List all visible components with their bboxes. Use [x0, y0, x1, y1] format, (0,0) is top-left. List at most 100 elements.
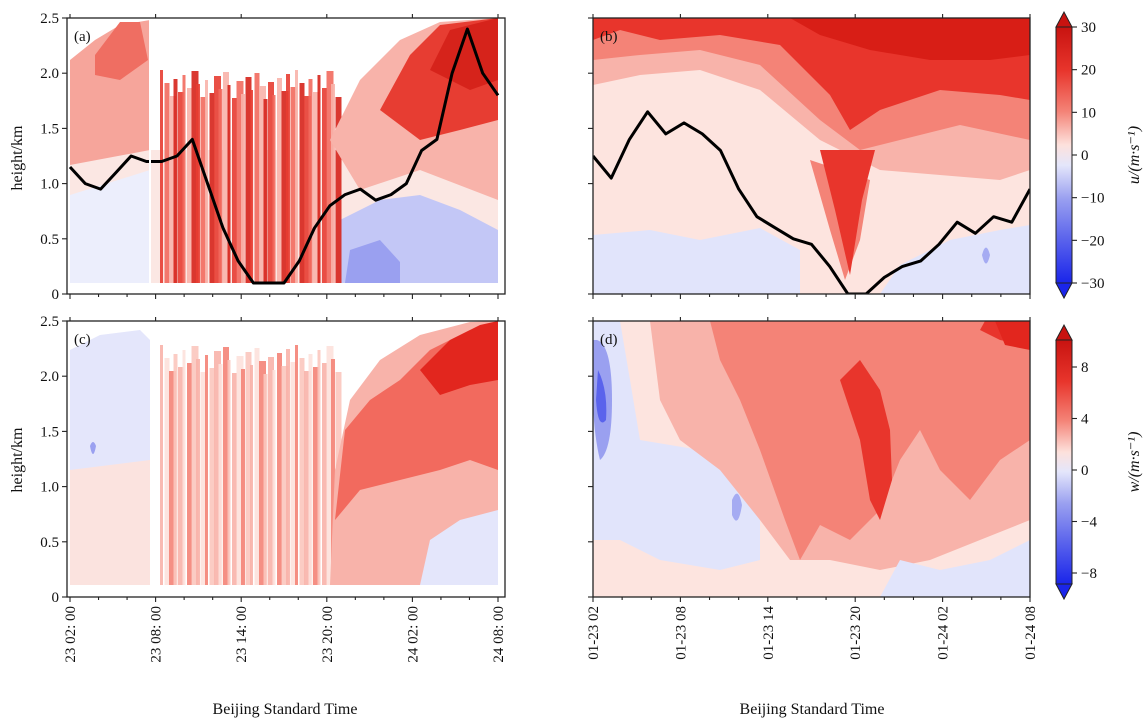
- streak: [331, 359, 335, 585]
- panel-a-frame: [66, 17, 506, 295]
- panel-d-field: [593, 321, 1030, 597]
- streak: [281, 91, 289, 283]
- panel-b-field: [593, 18, 1030, 294]
- streak: [326, 346, 334, 585]
- streak: [232, 98, 237, 283]
- streak: [196, 359, 200, 585]
- panel-c-red-right-level3: [420, 321, 498, 395]
- streak: [164, 83, 170, 283]
- streak: [169, 96, 176, 283]
- colorbar-tick-label: −30: [1081, 276, 1104, 292]
- streak: [290, 87, 297, 283]
- panel-c-xlabel: Beijing Standard Time: [213, 701, 358, 718]
- colorbar-u-top-arrow: [1055, 10, 1073, 28]
- streak: [286, 74, 290, 283]
- x-tick-label: 01-23 20: [848, 606, 864, 660]
- streak: [277, 78, 282, 283]
- streak: [182, 75, 186, 283]
- panel-c-frame: [66, 320, 506, 598]
- panel-c-field: [67, 321, 505, 597]
- streak: [268, 82, 274, 283]
- streak: [295, 345, 298, 585]
- streak: [277, 353, 282, 585]
- streak: [209, 93, 215, 283]
- streak: [196, 84, 200, 283]
- colorbar-u-label: u/(m·s⁻¹): [1126, 126, 1143, 184]
- streak: [299, 358, 305, 585]
- x-tick-label: 23 14: 00: [234, 606, 250, 663]
- colorbar-w-label: w/(m·s⁻¹): [1126, 432, 1143, 493]
- colorbar-w-bottom-arrow: [1055, 583, 1073, 601]
- panel-d-blue-lower: [880, 540, 1030, 597]
- streak: [218, 89, 223, 283]
- streak: [209, 368, 215, 585]
- x-tick-label: 01-23 14: [761, 606, 777, 660]
- colorbar-w: 8 4 0 −4 −8 w/(m·s⁻¹): [1055, 323, 1143, 601]
- streak: [173, 354, 178, 585]
- panel-d-blue-left: [593, 321, 760, 570]
- panel-b-label: (b): [600, 29, 618, 45]
- panel-d-frame: [592, 320, 1031, 598]
- y-tick-label: 1.5: [40, 424, 59, 440]
- streak: [295, 70, 298, 283]
- panel-b-blue-lower: [593, 228, 800, 294]
- streak: [254, 73, 260, 283]
- streak: [241, 369, 245, 585]
- y-tick-label: 0: [52, 287, 60, 303]
- y-tick-label: 0.5: [40, 232, 59, 248]
- y-tick-label: 0: [52, 590, 60, 606]
- streak: [250, 365, 253, 585]
- colorbar-u-bottom-arrow: [1055, 282, 1073, 300]
- panel-b: (b): [592, 17, 1031, 295]
- streak: [286, 349, 290, 585]
- panel-d: (d): [592, 320, 1031, 598]
- panel-b-red-level4: [790, 18, 1030, 60]
- streak: [317, 75, 321, 283]
- streak: [313, 92, 319, 283]
- streak: [227, 85, 231, 283]
- streak: [259, 361, 266, 585]
- streak: [326, 71, 334, 283]
- panel-d-red-level4: [995, 321, 1030, 350]
- y-tick-label: 2.0: [40, 369, 59, 385]
- x-tick-label: 01-23 08: [673, 606, 689, 660]
- streak: [214, 351, 221, 585]
- panel-b-zero-contour: [593, 110, 1030, 294]
- x-tick-label: 01-23 02: [586, 606, 602, 660]
- x-tick-label: 23 20: 00: [320, 606, 336, 663]
- streak: [268, 357, 274, 585]
- y-tick-label: 1.0: [40, 480, 59, 496]
- colorbar-tick-label: −10: [1081, 191, 1104, 207]
- streak: [241, 94, 245, 283]
- panel-c-label: (c): [74, 332, 91, 348]
- streak: [299, 83, 305, 283]
- panel-c-pale-red-lower-left: [70, 460, 150, 585]
- streak: [335, 97, 342, 283]
- streak: [281, 366, 289, 585]
- colorbar-tick-label: 4: [1081, 412, 1089, 428]
- y-tick-label: 0.5: [40, 535, 59, 551]
- streak: [164, 358, 170, 585]
- panel-b-blue-spot: [982, 247, 990, 264]
- streak: [178, 367, 184, 585]
- colorbar-tick-label: 8: [1081, 360, 1089, 376]
- colorbar-w-bar: [1055, 339, 1073, 585]
- streak: [250, 90, 253, 283]
- panel-b-red-level3: [593, 18, 1030, 275]
- streak: [245, 77, 252, 283]
- y-tick-label: 1.5: [40, 121, 59, 137]
- streak: [308, 354, 313, 585]
- streak: [317, 350, 321, 585]
- streak: [205, 355, 208, 585]
- streak: [178, 92, 184, 283]
- panel-d-red-level3: [840, 321, 1030, 520]
- streak: [236, 356, 244, 585]
- streak: [223, 347, 229, 585]
- panel-a-red-top-left-core: [95, 22, 148, 80]
- panel-d-blue-spot-1: [732, 493, 742, 521]
- streak: [322, 363, 327, 585]
- streak: [218, 364, 223, 585]
- streak: [182, 350, 186, 585]
- streak: [245, 352, 252, 585]
- panel-a-gap-line: [149, 18, 151, 294]
